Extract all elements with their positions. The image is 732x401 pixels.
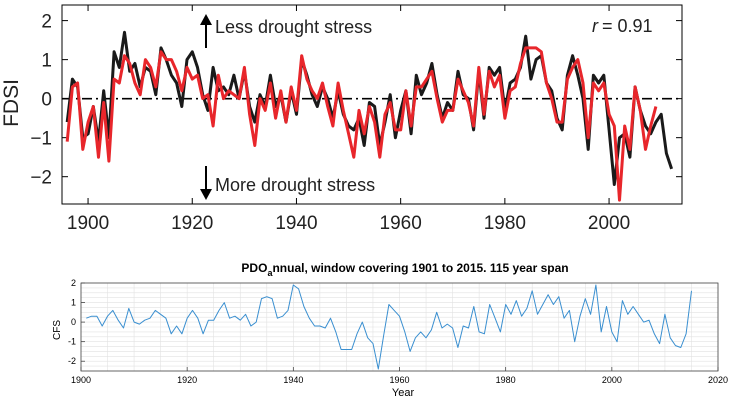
x-tick-label: 1960 [380,213,422,234]
x-tick-label: 2020 [708,375,728,385]
y-axis-label: CFS [52,320,63,340]
y-tick-label: 0 [41,90,52,111]
x-tick-label: 1920 [171,213,213,234]
y-tick-label: 2 [41,12,52,33]
x-tick-label: 1960 [389,375,409,385]
x-tick-label: 1900 [71,375,91,385]
x-tick-label: 1900 [67,213,109,234]
y-tick-label: -2 [68,356,76,366]
plot-frame [61,4,683,205]
y-axis-label: FDSI [0,79,23,127]
plot-frame [80,282,719,372]
pdo-series-line [86,284,692,370]
x-tick-label: 2000 [588,213,630,234]
series-line-red [65,46,658,202]
pdo-chart: PDOannual, window covering 1901 to 2015.… [52,261,728,399]
y-tick-label: 1 [71,298,76,308]
less-stress-annotation: Less drought stress [215,17,372,37]
x-tick-label: 2000 [602,375,622,385]
x-tick-label: 1920 [177,375,197,385]
y-tick-label: −1 [30,129,52,150]
series-line-black [65,30,674,186]
correlation-annotation: r = 0.91 [592,16,653,36]
x-tick-label: 1980 [484,213,526,234]
x-tick-label: 1940 [275,213,317,234]
y-tick-label: 0 [71,317,76,327]
fdsi-chart: −2 −1 0 1 2 1900 1920 1940 1960 1980 2000 FDSI Le… [0,4,683,234]
y-tick-label: -1 [68,337,76,347]
x-tick-label: 1980 [496,375,516,385]
y-tick-label: 2 [71,278,76,288]
less-stress-arrow-icon [200,14,212,48]
pdo-chart-title: PDOannual, window covering 1901 to 2015.… [241,261,568,278]
y-tick-label: −2 [30,168,52,189]
more-stress-annotation: More drought stress [215,175,375,195]
x-axis-label: Year [392,387,415,399]
more-stress-arrow-icon [200,166,212,200]
y-tick-label: 1 [41,51,52,72]
x-tick-label: 1940 [283,375,303,385]
